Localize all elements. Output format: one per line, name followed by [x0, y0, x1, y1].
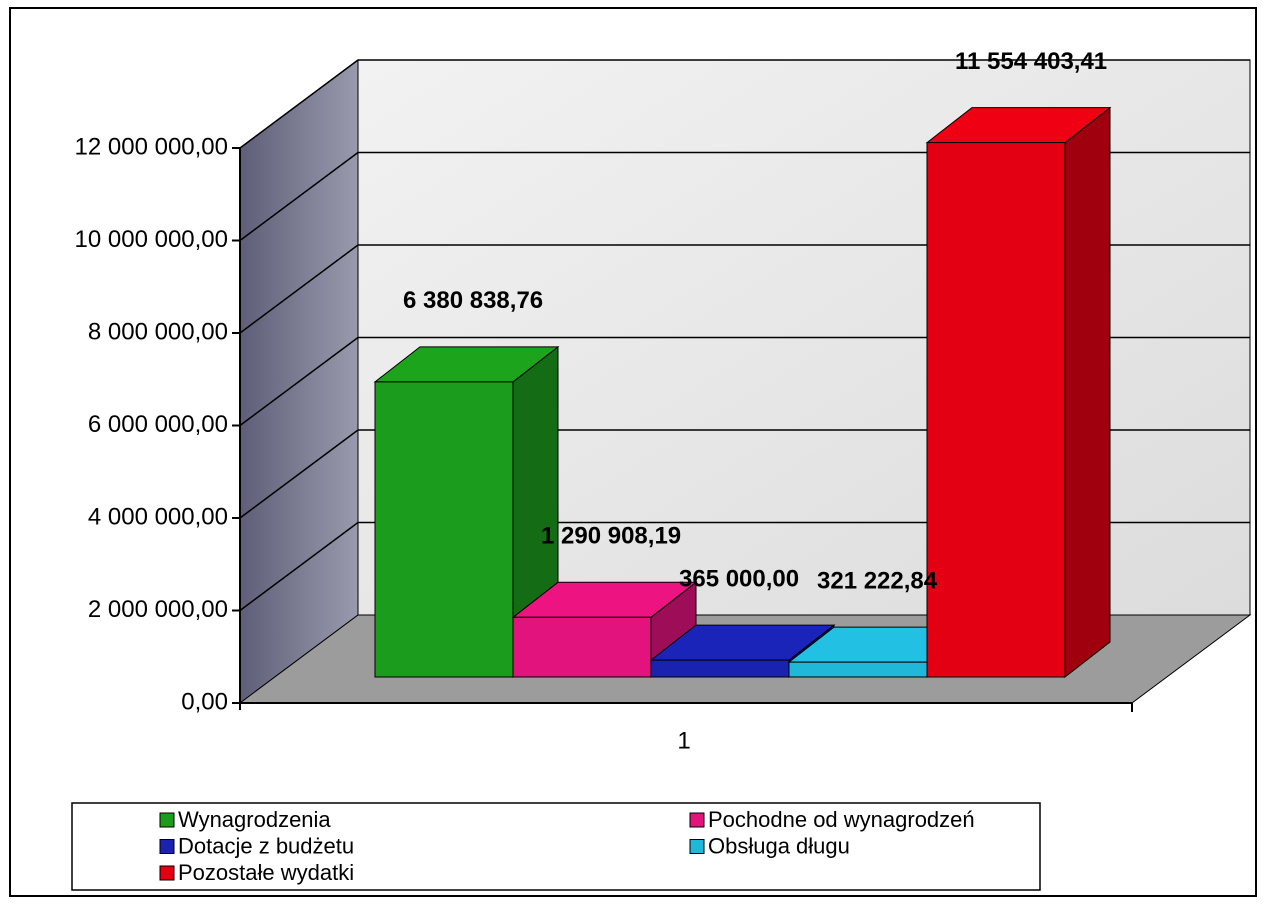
legend-swatch: [159, 812, 175, 828]
bar: [511, 581, 698, 679]
y-tick-label: 8 000 000,00: [88, 318, 228, 345]
bar-side: [1064, 106, 1111, 679]
legend-swatch: [159, 839, 175, 854]
legend-label: Dotacje z budżetu: [178, 833, 354, 858]
value-label: 321 222,84: [817, 567, 938, 594]
grid-line: [239, 151, 359, 242]
bar-front: [926, 142, 1066, 678]
legend-label: Pochodne od wynagrodzeń: [708, 807, 975, 832]
legend-items: Wynagrodzenia Pochodne od wynagrodzeń Dota…: [159, 807, 975, 885]
bar: [925, 106, 1112, 679]
y-tick-label: 6 000 000,00: [88, 411, 228, 438]
grid-line: [239, 244, 359, 334]
y-tick-label: 4 000 000,00: [88, 503, 228, 530]
y-tick-label: 10 000 000,00: [75, 226, 228, 253]
legend-label: Pozostałe wydatki: [178, 860, 354, 885]
legend-swatch: [689, 812, 705, 828]
grid-line: [239, 429, 359, 519]
bar-front: [650, 659, 790, 678]
y-tick-label: 0,00: [181, 688, 228, 715]
grid-line: [239, 336, 359, 427]
y-tick-label: 2 000 000,00: [88, 596, 228, 623]
frame: [9, 7, 1257, 897]
grid-line: [239, 521, 359, 612]
value-label: 6 380 838,76: [403, 287, 543, 314]
legend: [71, 802, 1041, 891]
value-label: 1 290 908,19: [541, 523, 681, 550]
value-label: 11 554 403,41: [955, 48, 1107, 75]
bar-front: [788, 661, 928, 678]
bar-front: [512, 616, 652, 678]
bar-front: [374, 381, 514, 678]
legend-swatch: [689, 839, 705, 854]
grid-line: [239, 59, 359, 149]
bars: [373, 106, 1112, 679]
x-tick-label: 1: [677, 727, 690, 754]
legend-label: Obsługa długu: [708, 833, 850, 858]
y-tick-label: 12 000 000,00: [75, 133, 228, 160]
legend-swatch: [159, 865, 175, 881]
legend-label: Wynagrodzenia: [178, 807, 331, 832]
value-label: 365 000,00: [679, 565, 799, 592]
